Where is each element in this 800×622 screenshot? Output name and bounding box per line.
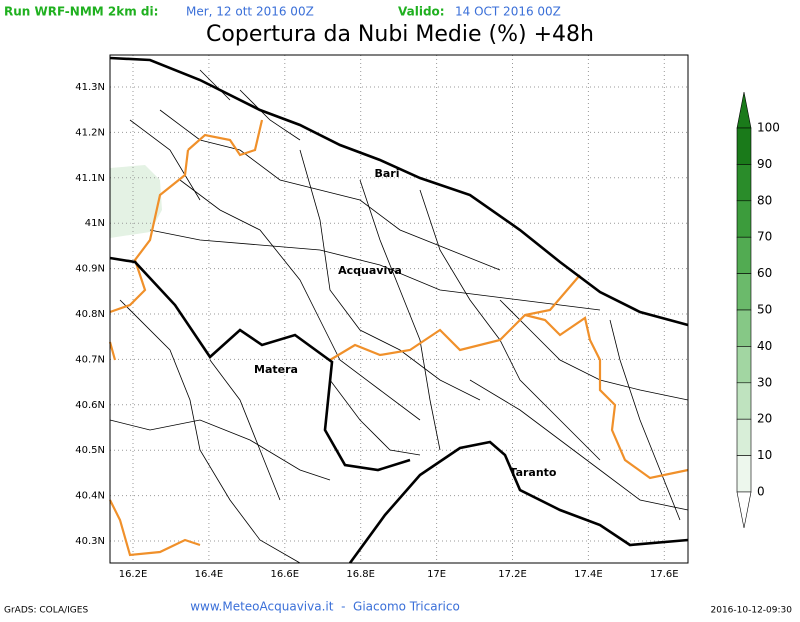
colorbar-label: 50 (757, 303, 772, 317)
map-title: Copertura da Nubi Medie (%) +48h (206, 22, 594, 47)
city-label: Matera (254, 363, 298, 376)
colorbar-label: 30 (757, 375, 772, 389)
colorbar-box (736, 236, 752, 274)
lat-label: 40.9N (75, 264, 105, 275)
valid-date: 14 OCT 2016 00Z (455, 5, 561, 19)
city-label: Bari (374, 167, 399, 180)
footer-left: GrADS: COLA/IGES (4, 606, 88, 616)
lat-label: 41.2N (75, 127, 105, 138)
map-frame (109, 54, 689, 564)
lat-label: 40.6N (75, 400, 105, 411)
city-label: Taranto (509, 466, 556, 479)
lon-label: 16.4E (195, 569, 224, 580)
colorbar-box (736, 273, 752, 311)
colorbar-box (736, 309, 752, 347)
colorbar-label: 40 (757, 339, 772, 353)
colorbar-label: 0 (757, 485, 765, 499)
colorbar-label: 100 (757, 121, 780, 135)
lat-label: 40.8N (75, 309, 105, 320)
lon-label: 17.4E (574, 569, 603, 580)
city-labels: Bari Acquaviva Matera Taranto (254, 167, 557, 479)
run-label: Run WRF-NMM 2km di: (4, 5, 158, 19)
colorbar-label: 10 (757, 448, 772, 462)
footer-center: www.MeteoAcquaviva.it - Giacomo Tricaric… (190, 600, 460, 614)
lat-label: 41.1N (75, 173, 105, 184)
colorbar-box (736, 418, 752, 456)
lat-label: 41.3N (75, 82, 105, 93)
lon-label: 17.6E (650, 569, 679, 580)
lon-labels: 16.2E 16.4E 16.6E 16.8E 17E 17.2E 17.4E 17.6E (119, 569, 679, 580)
colorbar-label: 20 (757, 412, 772, 426)
colorbar-box (736, 382, 752, 420)
lat-label: 40.3N (75, 536, 105, 547)
lat-label: 40.4N (75, 491, 105, 502)
colorbar-box (736, 455, 752, 493)
lat-label: 40.5N (75, 445, 105, 456)
coastline (109, 56, 689, 564)
colorbar-bottom-arrow (736, 491, 752, 529)
lat-label: 41N (85, 218, 105, 229)
city-label: Acquaviva (338, 264, 402, 277)
run-date: Mer, 12 ott 2016 00Z (186, 5, 314, 19)
colorbar-box (736, 200, 752, 238)
colorbar-box (736, 127, 752, 165)
lon-label: 16.6E (271, 569, 300, 580)
colorbar-label: 70 (757, 230, 772, 244)
lat-labels: 41.3N 41.2N 41.1N 41N 40.9N 40.8N 40.7N 40.6N 40… (75, 82, 105, 547)
cloud-area (110, 165, 162, 238)
lon-label: 16.2E (119, 569, 148, 580)
colorbar-box (736, 346, 752, 384)
lon-label: 17.2E (498, 569, 527, 580)
lat-label: 40.7N (75, 354, 105, 365)
colorbar-label: 60 (757, 266, 772, 280)
colorbar-box (736, 164, 752, 202)
region-borders (108, 119, 689, 557)
colorbar-label: 80 (757, 193, 772, 207)
footer-right: 2016-10-12-09:30 (711, 606, 793, 616)
valid-label: Valido: (398, 5, 445, 19)
lon-label: 17E (427, 569, 446, 580)
colorbar-label: 90 (757, 157, 772, 171)
lon-label: 16.8E (346, 569, 375, 580)
grid (110, 55, 688, 563)
